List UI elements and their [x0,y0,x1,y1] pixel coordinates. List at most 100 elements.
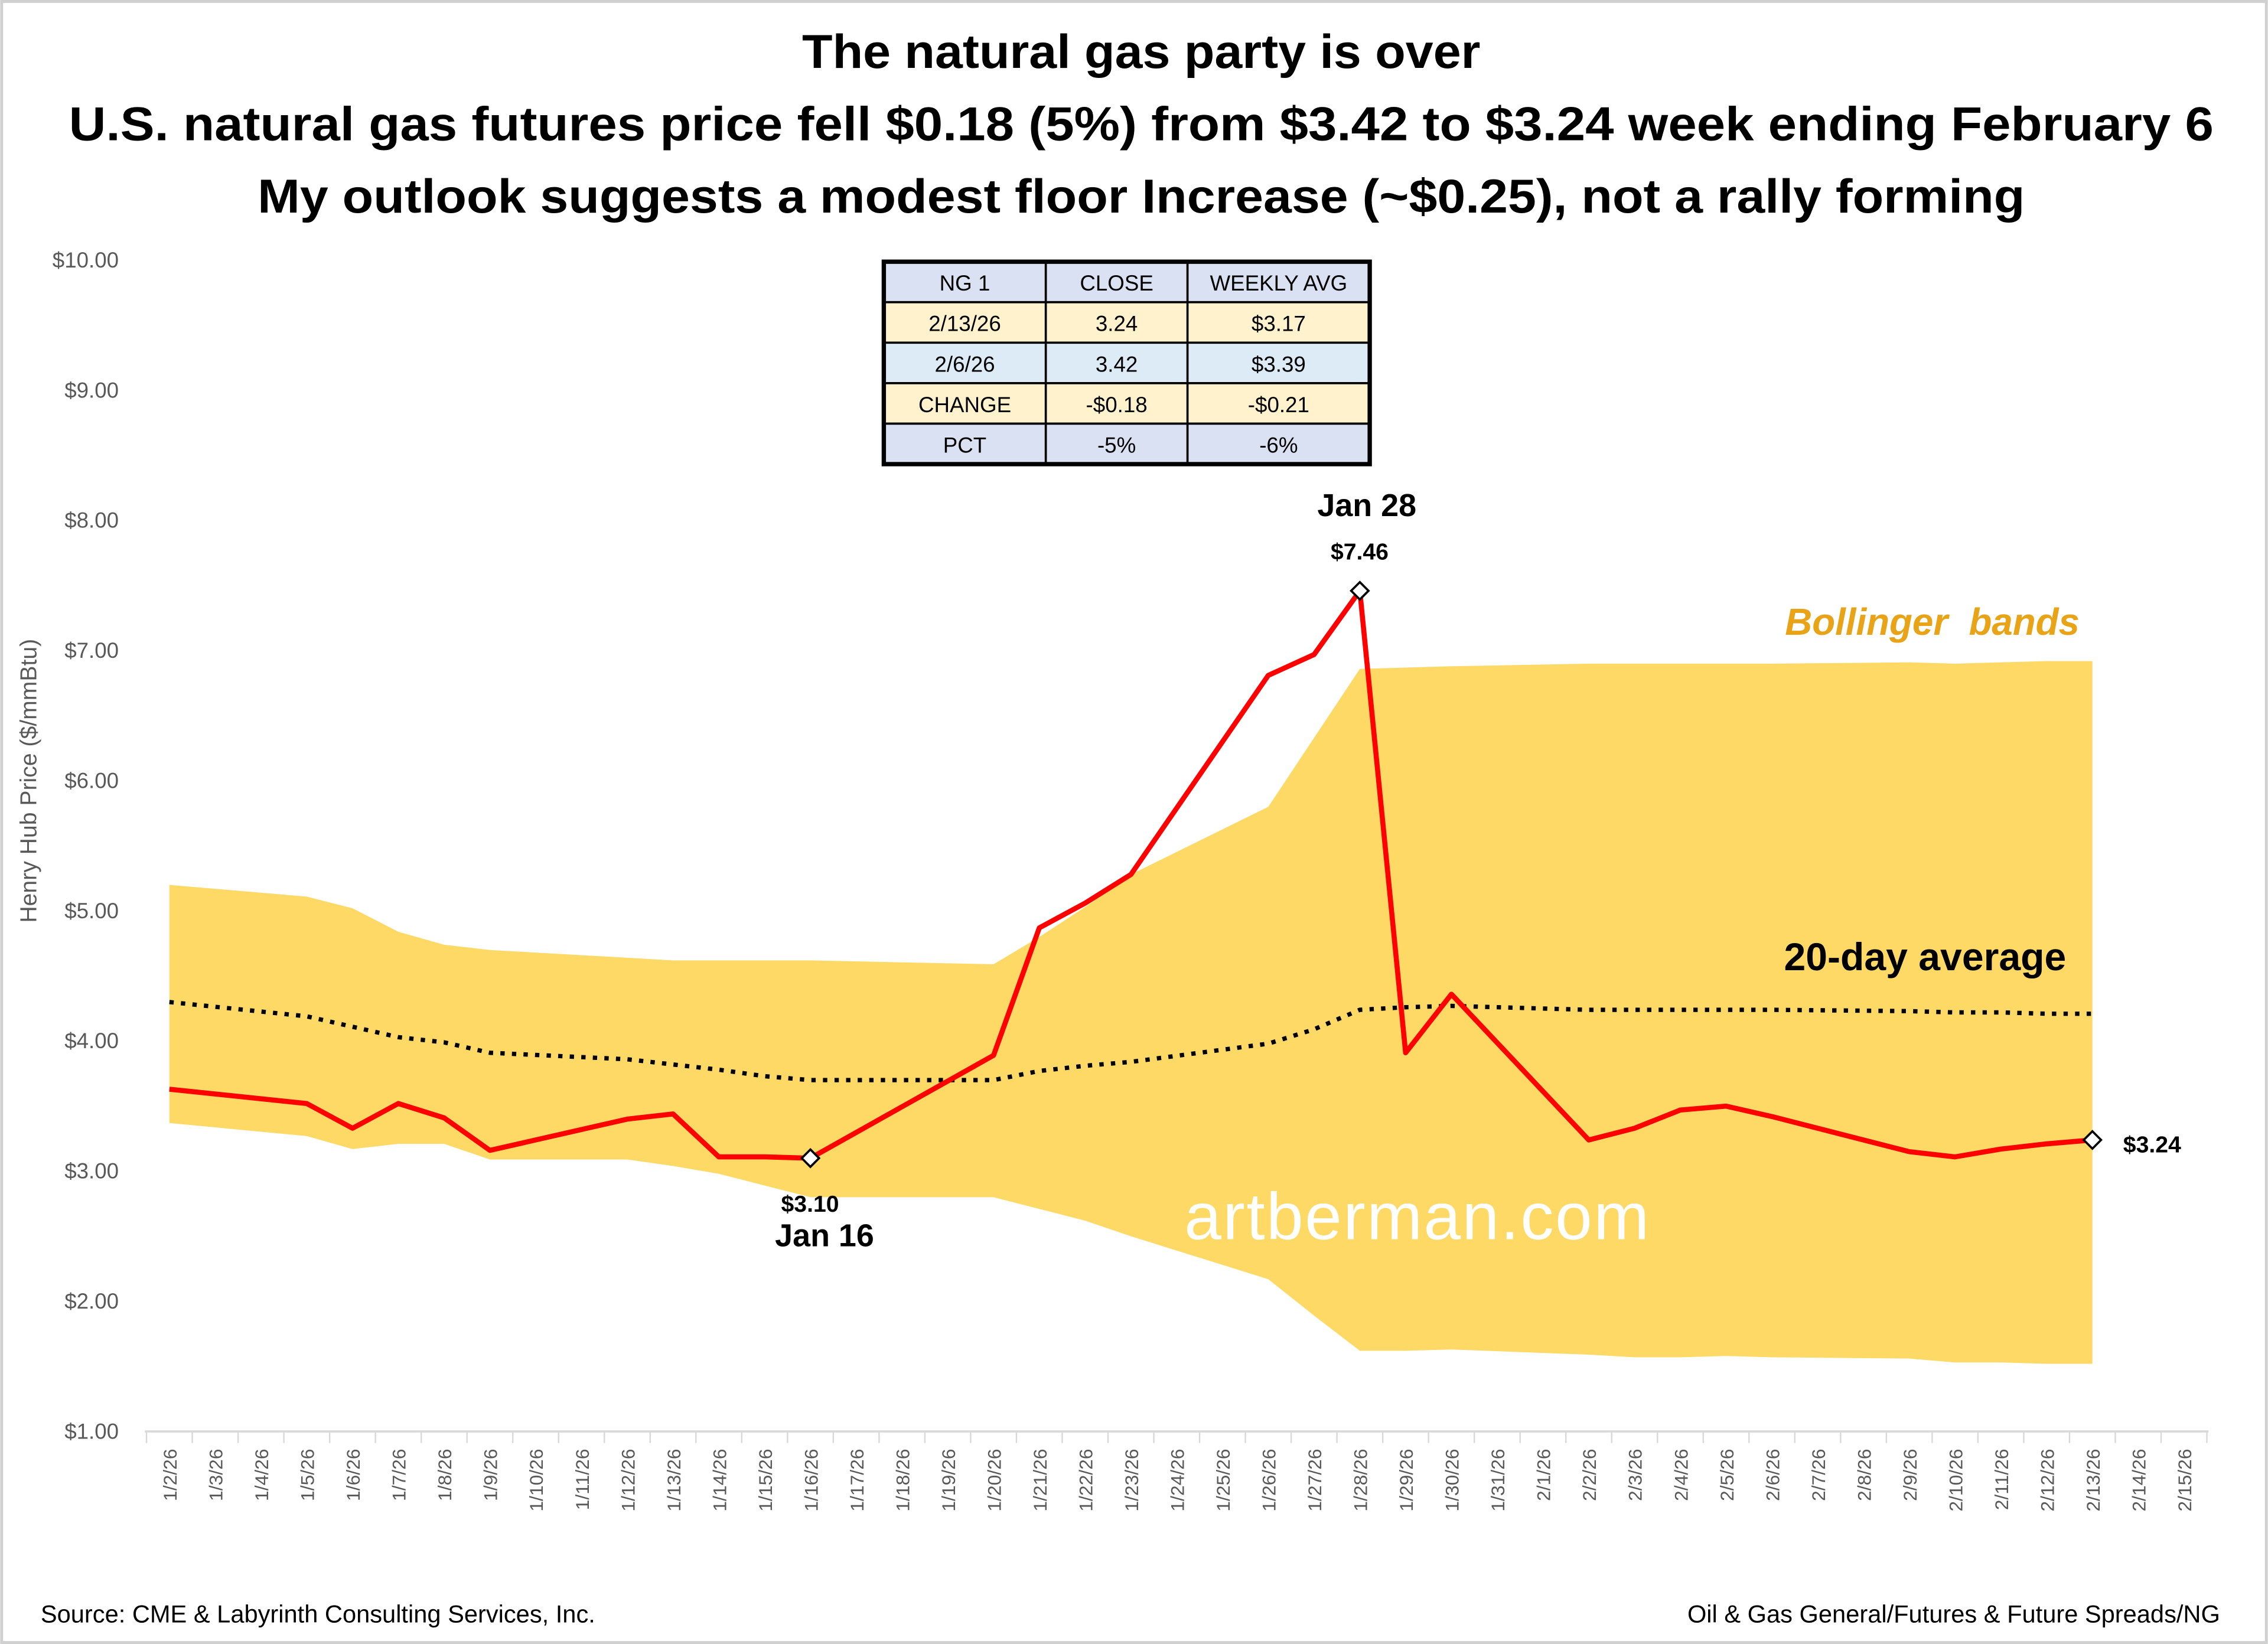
y-tick-label: $4.00 [64,1029,119,1053]
y-tick-label: $1.00 [64,1419,119,1443]
x-tick-label: 1/6/26 [343,1449,364,1501]
price-marker [2082,1130,2103,1150]
low-date-label: Jan 16 [775,1218,874,1254]
table-header-row [882,260,1371,304]
source-note: Source: CME & Labyrinth Consulting Servi… [41,1600,595,1627]
x-tick-label: 1/24/26 [1167,1449,1188,1511]
table-cell: -6% [1259,433,1298,457]
x-tick-label: 1/26/26 [1259,1449,1280,1511]
average-label: 20-day average [1784,935,2066,979]
x-tick-label: 1/10/26 [526,1449,547,1511]
y-axis-label: Henry Hub Price ($/mmBtu) [17,639,42,923]
series-lines [169,588,2093,1161]
table-cell: CHANGE [918,393,1011,417]
x-tick-label: 1/18/26 [892,1449,913,1511]
markers [800,580,2103,1169]
x-tick-label: 1/14/26 [709,1449,730,1511]
price-marker [800,1147,821,1169]
x-tick-label: 2/5/26 [1716,1449,1738,1501]
table-cell: -$0.18 [1086,393,1148,417]
y-tick-label: $5.00 [64,899,119,923]
x-tick-label: 2/3/26 [1625,1449,1646,1501]
y-tick-label: $10.00 [53,248,119,272]
x-tick-label: 2/11/26 [1991,1449,2012,1510]
price-line [169,588,2093,1161]
x-tick-label: 1/13/26 [663,1449,685,1511]
x-tick-label: 2/14/26 [2128,1449,2149,1511]
y-tick-label: $9.00 [64,378,119,402]
x-tick-label: 1/7/26 [389,1449,410,1501]
peak-value-label: $7.46 [1331,540,1389,565]
x-tick-label: 1/2/26 [159,1449,181,1501]
table-cell: $3.39 [1252,352,1306,376]
x-tick-label: 1/27/26 [1304,1449,1325,1511]
y-tick-label: $2.00 [64,1289,119,1313]
x-tick-label: 1/3/26 [206,1449,227,1501]
x-tick-label: 2/1/26 [1533,1449,1555,1501]
x-tick-label: 2/12/26 [2036,1449,2058,1511]
x-tick-label: 2/7/26 [1808,1449,1829,1501]
table-cell: PCT [943,433,986,457]
x-tick-label: 1/8/26 [434,1449,455,1501]
x-tick-label: 1/9/26 [480,1449,501,1501]
x-tick-label: 1/4/26 [251,1449,272,1501]
x-tick-label: 2/9/26 [1899,1449,1921,1501]
table-border [881,259,1372,467]
bollinger-band-area [169,661,2093,1364]
x-tick-label: 1/5/26 [297,1449,318,1501]
bollinger-bands-label: Bollinger bands [1785,601,2080,643]
x-tick-label: 2/6/26 [1762,1449,1783,1501]
x-axis-ticks: 1/2/26 1/3/26 1/4/26 1/5/26 1/6/26 1/7/26 1/8/… [145,1431,2208,1512]
x-tick-label: 1/21/26 [1029,1449,1051,1511]
table-cell: -$0.21 [1248,393,1309,417]
chart-subtitle-2: My outlook suggests a modest floor Incre… [258,170,2025,223]
file-path-note: Oil & Gas General/Futures & Future Sprea… [1687,1600,2220,1627]
x-tick-label: 1/31/26 [1487,1449,1508,1511]
table-row [882,341,1371,384]
chart-title: The natural gas party is over [802,25,1480,79]
table-cell: $3.17 [1252,312,1306,336]
x-tick-label: 2/2/26 [1579,1449,1600,1501]
table-header-cell: CLOSE [1080,271,1153,295]
x-tick-label: 1/16/26 [800,1449,822,1511]
table-cell: 2/6/26 [934,352,995,376]
table-header-cell: WEEKLY AVG [1210,271,1348,295]
x-tick-label: 1/19/26 [938,1449,959,1511]
last-value-label: $3.24 [2123,1132,2181,1157]
price-marker [1350,580,1370,601]
x-tick-label: 1/25/26 [1213,1449,1234,1511]
watermark: artberman.com [1184,1179,1650,1253]
x-tick-label: 1/15/26 [755,1449,776,1511]
x-tick-label: 2/15/26 [2174,1449,2195,1511]
x-tick-label: 1/17/26 [846,1449,868,1511]
low-value-label: $3.10 [781,1192,839,1217]
y-axis-ticks: $1.00 $2.00 $3.00 $4.00 $5.00 $6.00 $7.00 $8.00… [53,248,119,1443]
table-cell: 2/13/26 [928,312,1001,336]
y-tick-label: $3.00 [64,1159,119,1183]
y-tick-label: $7.00 [64,638,119,663]
x-tick-label: 1/30/26 [1442,1449,1463,1511]
x-tick-label: 1/23/26 [1121,1449,1142,1511]
x-tick-label: 2/13/26 [2083,1449,2104,1511]
table-row [882,382,1371,425]
chart-subtitle-1: U.S. natural gas futures price fell $0.1… [69,98,2214,151]
x-tick-label: 2/4/26 [1670,1449,1692,1501]
x-tick-label: 1/22/26 [1075,1449,1096,1511]
bollinger-band [169,661,2093,1364]
table-cell: 3.42 [1096,352,1138,376]
summary-table: NG 1 CLOSE WEEKLY AVG 2/13/26 3.24 $3.17 2/6/2… [881,259,1372,467]
y-tick-label: $8.00 [64,508,119,533]
x-tick-label: 2/10/26 [1945,1449,1966,1511]
peak-date-label: Jan 28 [1317,488,1416,523]
table-cell: -5% [1097,433,1136,457]
x-tick-label: 2/8/26 [1853,1449,1875,1501]
x-tick-label: 1/29/26 [1396,1449,1417,1511]
x-tick-label: 1/12/26 [617,1449,638,1511]
x-tick-label: 1/20/26 [983,1449,1005,1511]
table-cell: 3.24 [1096,312,1138,336]
table-header-cell: NG 1 [940,271,990,295]
x-tick-label: 1/28/26 [1350,1449,1371,1511]
y-tick-label: $6.00 [64,768,119,792]
x-tick-label: 1/11/26 [572,1449,593,1510]
